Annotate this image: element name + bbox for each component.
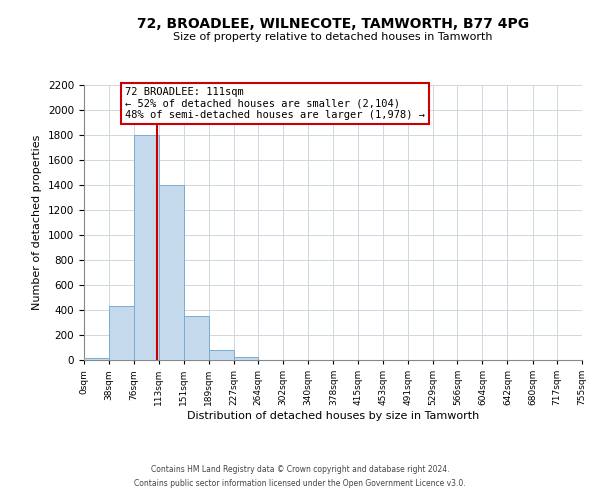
- Bar: [234, 357, 258, 360]
- Text: 72 BROADLEE: 111sqm
← 52% of detached houses are smaller (2,104)
48% of semi-det: 72 BROADLEE: 111sqm ← 52% of detached ho…: [125, 87, 425, 120]
- Bar: [134, 135, 158, 360]
- Text: 72, BROADLEE, WILNECOTE, TAMWORTH, B77 4PG: 72, BROADLEE, WILNECOTE, TAMWORTH, B77 4…: [137, 18, 529, 32]
- Bar: [84, 358, 109, 360]
- Bar: [158, 185, 184, 360]
- Bar: [209, 350, 234, 360]
- Text: Contains HM Land Registry data © Crown copyright and database right 2024.
Contai: Contains HM Land Registry data © Crown c…: [134, 466, 466, 487]
- Text: Size of property relative to detached houses in Tamworth: Size of property relative to detached ho…: [173, 32, 493, 42]
- Y-axis label: Number of detached properties: Number of detached properties: [32, 135, 43, 310]
- Bar: [184, 316, 209, 360]
- X-axis label: Distribution of detached houses by size in Tamworth: Distribution of detached houses by size …: [187, 411, 479, 421]
- Bar: [109, 306, 134, 360]
